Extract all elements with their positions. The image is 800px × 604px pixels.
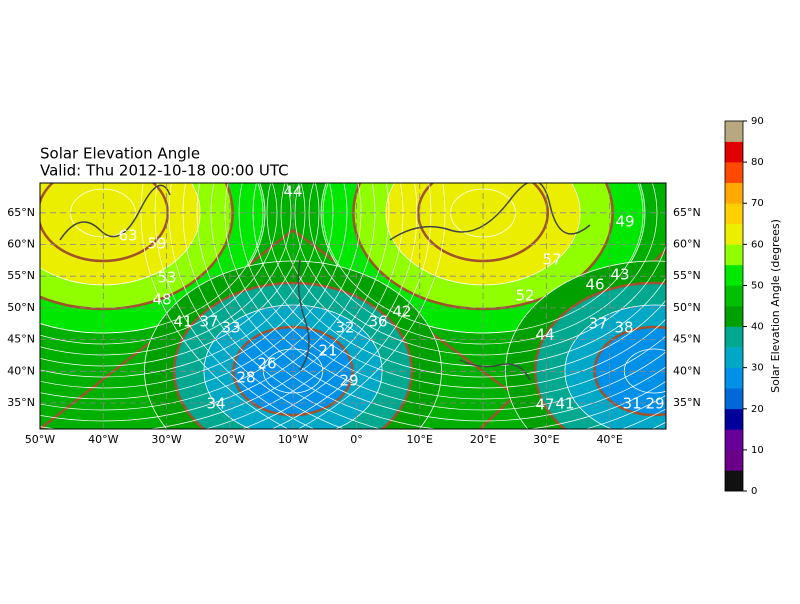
colorbar-segment (725, 450, 743, 471)
colorbar-segment (725, 285, 743, 306)
colorbar-segment (725, 183, 743, 204)
colorbar-segment (725, 347, 743, 368)
x-tick-label: 20°W (215, 433, 245, 446)
colorbar-segment (725, 368, 743, 389)
contour-label: 36 (368, 313, 387, 331)
x-tick-label: 40°E (596, 433, 622, 446)
x-tick-label: 30°E (533, 433, 559, 446)
y-tick-label: 55°N (7, 269, 35, 282)
contour-label: 29 (339, 372, 358, 390)
contour-label: 21 (318, 342, 337, 360)
colorbar-segment (725, 388, 743, 409)
contour-label: 37 (588, 315, 607, 333)
x-tick-label: 30°W (151, 433, 181, 446)
chart-subtitle: Valid: Thu 2012-10-18 00:00 UTC (40, 162, 289, 180)
colorbar-tick-label: 30 (751, 363, 764, 374)
contour-label: 43 (610, 266, 629, 284)
colorbar-segment (725, 470, 743, 491)
y-tick-label: 35°N (673, 396, 701, 409)
x-tick-label: 50°W (25, 433, 55, 446)
colorbar-tick-label: 80 (751, 157, 764, 168)
colorbar-segment (725, 327, 743, 348)
colorbar-tick-label: 40 (751, 322, 764, 333)
contour-label: 32 (335, 319, 354, 337)
colorbar-segment (725, 121, 743, 142)
contour-label: 53 (157, 269, 176, 287)
chart-title: Solar Elevation Angle (40, 145, 200, 163)
colorbar-segment (725, 224, 743, 245)
colorbar-tick-label: 20 (751, 404, 764, 415)
contour-label: 44 (283, 183, 302, 201)
contour-label: 49 (615, 213, 634, 231)
x-tick-label: 40°W (88, 433, 118, 446)
colorbar-segment (725, 244, 743, 265)
x-tick-label: 20°E (470, 433, 496, 446)
y-tick-label: 50°N (673, 301, 701, 314)
colorbar-tick-label: 10 (751, 445, 764, 456)
colorbar-tick-label: 70 (751, 198, 764, 209)
contour-label: 29 (645, 395, 664, 413)
contour-label: 41 (555, 395, 574, 413)
colorbar-segment (725, 142, 743, 163)
contour-label: 46 (585, 276, 604, 294)
contour-label: 41 (173, 313, 192, 331)
contour-label: 48 (152, 291, 171, 309)
contour-label: 42 (392, 303, 411, 321)
y-tick-label: 60°N (7, 238, 35, 251)
contour-label: 28 (236, 369, 255, 387)
colorbar-tick-label: 60 (751, 239, 764, 250)
y-tick-label: 65°N (673, 206, 701, 219)
contour-label: 26 (257, 355, 276, 373)
contour-label: 31 (622, 395, 641, 413)
x-tick-label: 10°W (278, 433, 308, 446)
colorbar-segment (725, 306, 743, 327)
contour-label: 37 (199, 313, 218, 331)
colorbar-label: Solar Elevation Angle (degrees) (769, 219, 782, 393)
colorbar-segment (725, 162, 743, 183)
contour-label: 33 (221, 319, 240, 337)
contour-label: 38 (614, 319, 633, 337)
y-tick-label: 55°N (673, 269, 701, 282)
y-tick-label: 35°N (7, 396, 35, 409)
colorbar-tick-label: 0 (751, 486, 757, 497)
contour-label: 34 (206, 395, 225, 413)
x-tick-label: 0° (350, 433, 363, 446)
y-tick-label: 45°N (673, 333, 701, 346)
y-tick-label: 40°N (673, 364, 701, 377)
colorbar-segment (725, 265, 743, 286)
colorbar-tick-label: 50 (751, 280, 764, 291)
x-tick-label: 10°E (407, 433, 433, 446)
colorbar-segment (725, 203, 743, 224)
contour-label: 44 (535, 326, 554, 344)
contour-label: 57 (542, 251, 561, 269)
y-tick-label: 65°N (7, 206, 35, 219)
y-tick-label: 45°N (7, 333, 35, 346)
colorbar-tick-label: 90 (751, 116, 764, 127)
y-tick-label: 60°N (673, 238, 701, 251)
colorbar-segment (725, 429, 743, 450)
colorbar-segment (725, 409, 743, 430)
contour-label: 63 (118, 227, 137, 245)
contour-label: 59 (147, 235, 166, 253)
y-tick-label: 40°N (7, 364, 35, 377)
y-tick-label: 50°N (7, 301, 35, 314)
contour-label: 47 (535, 396, 554, 414)
contour-label: 52 (515, 287, 534, 305)
